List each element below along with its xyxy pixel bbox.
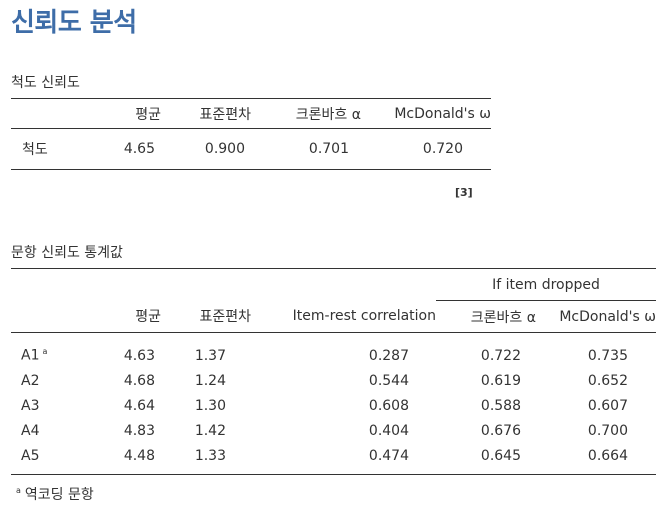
row-label: 척도 xyxy=(11,128,81,170)
cell-omega: 0.720 xyxy=(361,128,491,170)
group-spacer xyxy=(251,268,436,301)
cell-mean: 4.83 xyxy=(123,422,155,439)
cell-alpha: 0.722 xyxy=(480,347,521,364)
header-mean: 평균 xyxy=(81,300,161,333)
header-sd: 표준편차 xyxy=(161,98,251,129)
cell-mean: 4.48 xyxy=(81,443,161,475)
cell-item-rest: 0.544 xyxy=(368,372,409,389)
cell-sd: 0.900 xyxy=(161,128,251,170)
footnote-text: 역코딩 문항 xyxy=(24,487,94,503)
header-sd: 표준편차 xyxy=(161,300,251,333)
table-row: A1 a 4.63 1.37 0.287 0.722 0.735 xyxy=(11,333,656,369)
row-label: A5 xyxy=(11,443,81,475)
table-header-row: 평균 표준편차 크론바흐 α McDonald's ω xyxy=(11,98,491,129)
cell-sd: 1.30 xyxy=(194,397,226,414)
table-row: A2 4.68 1.24 0.544 0.619 0.652 xyxy=(11,368,656,393)
cell-alpha: 0.645 xyxy=(436,443,536,475)
header-omega: McDonald's ω xyxy=(361,98,491,129)
cell-mean: 4.68 xyxy=(123,372,155,389)
cell-sd: 1.42 xyxy=(194,422,226,439)
cell-alpha: 0.676 xyxy=(480,422,521,439)
reverse-coded-marker: a xyxy=(42,347,48,357)
cell-mean: 4.65 xyxy=(81,128,161,170)
table-row: A5 4.48 1.33 0.474 0.645 0.664 xyxy=(11,443,656,475)
group-spacer xyxy=(11,268,81,301)
cell-omega: 0.700 xyxy=(587,422,628,439)
table-row: A4 4.83 1.42 0.404 0.676 0.700 xyxy=(11,418,656,443)
cell-sd: 1.24 xyxy=(194,372,226,389)
cell-alpha: 0.619 xyxy=(480,372,521,389)
cell-item-rest: 0.404 xyxy=(368,422,409,439)
row-label: A3 xyxy=(21,397,40,414)
row-label: A4 xyxy=(21,422,40,439)
cell-alpha: 0.588 xyxy=(480,397,521,414)
cell-sd: 1.37 xyxy=(194,347,226,364)
if-item-dropped-header: If item dropped xyxy=(436,268,656,301)
footnote-marker: a xyxy=(16,486,21,496)
table-header-row: 평균 표준편차 Item-rest correlation 크론바흐 α McD… xyxy=(11,300,656,333)
page-title: 신뢰도 분석 xyxy=(11,8,137,38)
row-label: A2 xyxy=(21,372,40,389)
reference-marker: [3] xyxy=(455,186,473,199)
scale-reliability-table: 평균 표준편차 크론바흐 α McDonald's ω 척도 4.65 0.90… xyxy=(11,98,491,170)
cell-sd: 1.33 xyxy=(161,443,251,475)
table-row: A3 4.64 1.30 0.608 0.588 0.607 xyxy=(11,393,656,418)
header-alpha: 크론바흐 α xyxy=(436,300,536,333)
header-empty xyxy=(11,300,81,333)
cell-omega: 0.652 xyxy=(587,372,628,389)
cell-alpha: 0.701 xyxy=(251,128,361,170)
group-spacer xyxy=(81,268,161,301)
header-alpha: 크론바흐 α xyxy=(251,98,361,129)
cell-item-rest: 0.287 xyxy=(368,347,409,364)
header-omega: McDonald's ω xyxy=(536,300,656,333)
cell-item-rest: 0.474 xyxy=(251,443,436,475)
cell-omega: 0.735 xyxy=(587,347,628,364)
row-label: A1 a xyxy=(21,347,48,364)
footnote: a 역코딩 문항 xyxy=(16,484,94,504)
cell-mean: 4.63 xyxy=(123,347,155,364)
header-empty xyxy=(11,98,81,129)
scale-reliability-caption: 척도 신뢰도 xyxy=(11,75,80,91)
table-row: 척도 4.65 0.900 0.701 0.720 xyxy=(11,128,491,170)
cell-mean: 4.64 xyxy=(123,397,155,414)
cell-omega: 0.664 xyxy=(536,443,656,475)
cell-item-rest: 0.608 xyxy=(368,397,409,414)
item-reliability-table: If item dropped 평균 표준편차 Item-rest correl… xyxy=(11,268,656,475)
group-header-row: If item dropped xyxy=(11,268,656,301)
group-spacer xyxy=(161,268,251,301)
cell-omega: 0.607 xyxy=(587,397,628,414)
header-mean: 평균 xyxy=(81,98,161,129)
item-reliability-caption: 문항 신뢰도 통계값 xyxy=(11,245,123,261)
header-item-rest: Item-rest correlation xyxy=(251,300,436,333)
